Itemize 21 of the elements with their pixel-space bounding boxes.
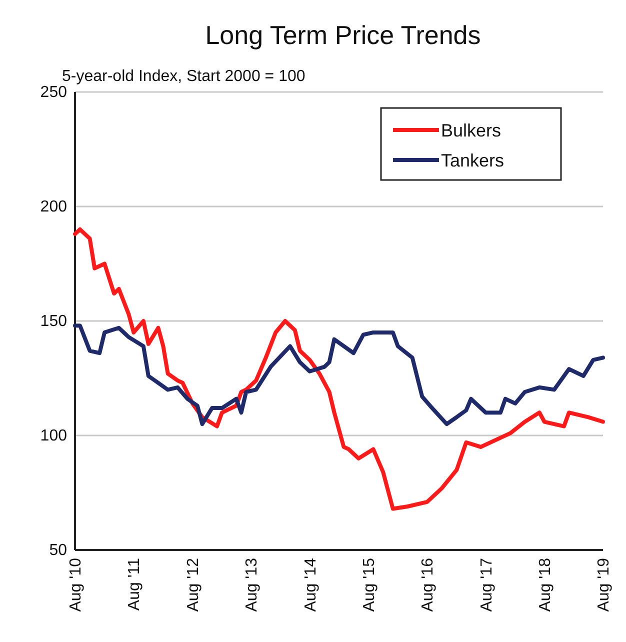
legend-label: Bulkers [441, 120, 502, 140]
x-tick-label: Aug '16 [420, 558, 437, 612]
x-tick-label: Aug '18 [536, 558, 554, 612]
x-tick-label: Aug '19 [596, 558, 613, 612]
chart-subtitle: 5-year-old Index, Start 2000 = 100 [62, 68, 306, 85]
x-tick-label: Aug '17 [478, 558, 496, 612]
x-tick-label: Aug '12 [185, 558, 202, 612]
y-tick-label: 250 [40, 84, 68, 102]
legend-label: Tankers [441, 150, 504, 170]
y-tick-label: 150 [40, 313, 68, 330]
line-series [73, 324, 605, 426]
x-tick-label: Aug '14 [302, 558, 320, 612]
x-tick-label: Aug '11 [126, 558, 144, 611]
y-tick-label: 100 [40, 428, 68, 445]
x-tick-label: Aug '10 [68, 558, 85, 612]
y-tick-label: 200 [40, 198, 68, 216]
y-tick-label: 50 [49, 542, 68, 560]
line-series [73, 227, 605, 511]
x-tick-label: Aug '13 [244, 558, 261, 612]
x-tick-label: Aug '15 [360, 558, 378, 612]
chart-title: Long Term Price Trends [205, 20, 481, 50]
